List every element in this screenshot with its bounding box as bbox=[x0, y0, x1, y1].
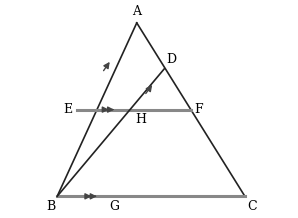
Text: D: D bbox=[166, 53, 176, 66]
Text: B: B bbox=[46, 200, 55, 213]
Text: G: G bbox=[109, 200, 119, 213]
Text: A: A bbox=[132, 5, 141, 18]
Text: C: C bbox=[247, 200, 257, 213]
Text: E: E bbox=[63, 103, 72, 116]
Text: H: H bbox=[136, 113, 147, 126]
Text: F: F bbox=[194, 103, 203, 116]
